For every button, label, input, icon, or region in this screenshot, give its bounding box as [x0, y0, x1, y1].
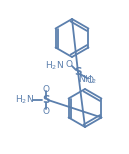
Text: $\mathregular{NH_2}$: $\mathregular{NH_2}$	[78, 74, 96, 86]
Text: S: S	[42, 95, 50, 105]
Text: S: S	[74, 67, 82, 77]
Text: O: O	[66, 59, 72, 69]
Text: $\mathregular{H_2N}$: $\mathregular{H_2N}$	[15, 94, 34, 106]
Text: $\mathregular{H_2N}$: $\mathregular{H_2N}$	[45, 60, 63, 72]
Text: O: O	[42, 107, 50, 116]
Text: O: O	[42, 85, 50, 93]
Text: O: O	[87, 75, 94, 85]
